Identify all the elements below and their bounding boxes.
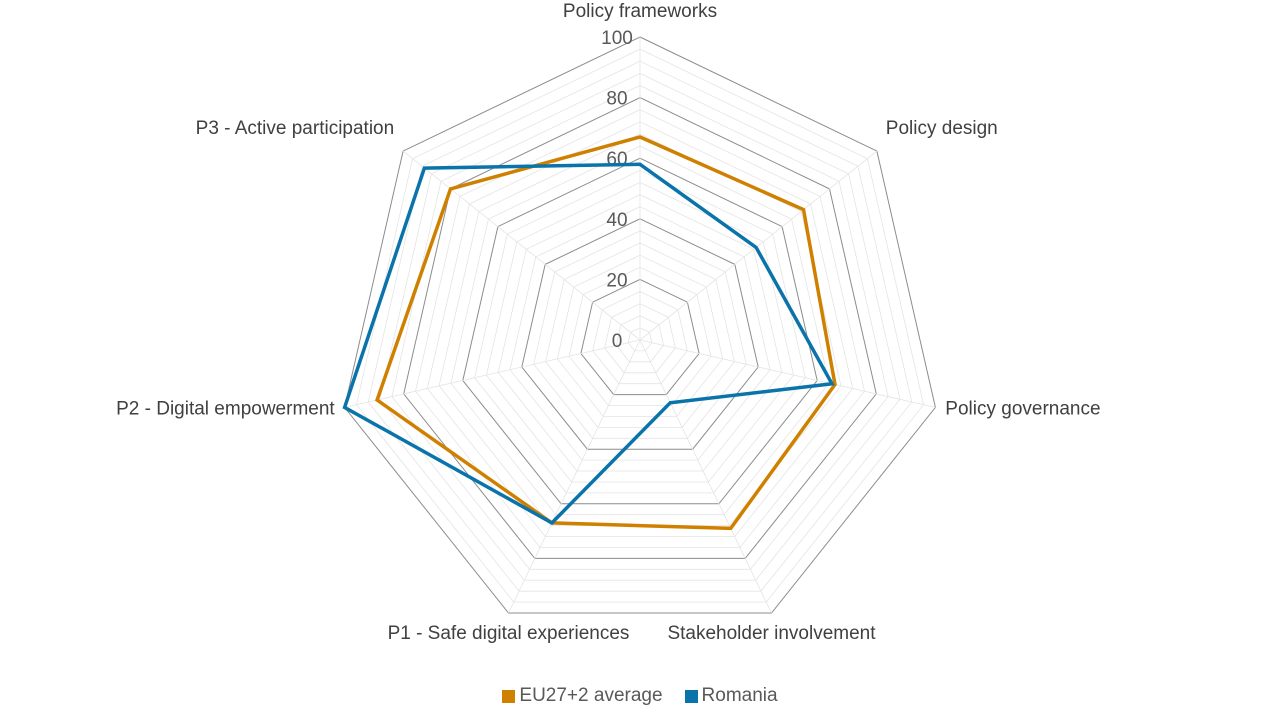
grid-spoke: [344, 339, 641, 408]
series-line-eu27-2-average: [375, 135, 837, 531]
grid-ring-minor: [485, 181, 795, 483]
tick-label-40: 40: [606, 210, 627, 231]
grid-ring-minor: [497, 194, 783, 472]
grid-ring-minor: [391, 85, 889, 570]
legend-item-eu-average: EU27+2 average: [502, 685, 663, 707]
grid-ring-minor: [556, 254, 724, 417]
grid-ring-minor: [379, 72, 901, 581]
grid-ring-minor: [545, 242, 735, 428]
grid-ring-minor: [592, 291, 688, 385]
grid-ring-minor: [615, 315, 665, 363]
legend-item-romania: Romania: [684, 685, 778, 707]
category-label-stakeholder-involvement: Stakeholder involvement: [667, 623, 876, 644]
tick-label-20: 20: [606, 270, 627, 291]
grid-ring-minor: [415, 109, 865, 548]
category-label-p1-safe-digital-experiences: P1 - Safe digital experiences: [388, 623, 630, 644]
grid-ring-major: [344, 36, 936, 614]
tick-label-80: 80: [606, 89, 627, 110]
grid-ring-minor: [426, 121, 854, 537]
grid-spoke: [639, 339, 772, 614]
series-line-romania: [342, 162, 835, 526]
category-labels: Policy frameworks Policy design Policy gov…: [116, 1, 1100, 644]
grid-ring-minor: [474, 169, 806, 494]
grid-spoke: [639, 150, 878, 341]
legend-swatch-eu-average: [502, 689, 516, 703]
legend: EU27+2 average Romania: [0, 683, 1280, 709]
category-label-p2-digital-empowerment: P2 - Digital empowerment: [116, 398, 335, 419]
tick-label-0: 0: [612, 331, 623, 352]
tick-label-60: 60: [606, 149, 627, 170]
grid-ring-minor: [533, 230, 747, 439]
grid-ring-major: [521, 218, 759, 450]
tick-label-100: 100: [601, 28, 633, 49]
grid-ring-minor: [355, 48, 925, 603]
grid-ring-minor: [604, 303, 676, 374]
grid-ring-minor: [568, 266, 712, 406]
data-series: [342, 135, 837, 531]
grid-spoke: [402, 150, 641, 341]
grid-ring-major: [462, 157, 818, 505]
legend-label-romania: Romania: [701, 685, 778, 706]
legend-swatch-romania: [684, 689, 698, 703]
grid-spoke: [639, 339, 936, 408]
legend-label-eu-average: EU27+2 average: [519, 685, 663, 706]
grid-spoke: [508, 339, 641, 614]
radial-tick-labels: 0 20 40 60 80 100: [601, 28, 633, 352]
grid-ring-major: [403, 97, 877, 559]
grid-ring-minor: [450, 145, 830, 516]
category-label-p3-active-participation: P3 - Active participation: [196, 118, 395, 139]
grid-ring-minor: [509, 206, 771, 461]
grid-ring-major: [580, 278, 700, 396]
grid-ring-minor: [627, 327, 653, 352]
category-label-policy-governance: Policy governance: [945, 398, 1100, 419]
category-label-policy-frameworks: Policy frameworks: [563, 1, 717, 22]
category-label-policy-design: Policy design: [886, 118, 998, 139]
